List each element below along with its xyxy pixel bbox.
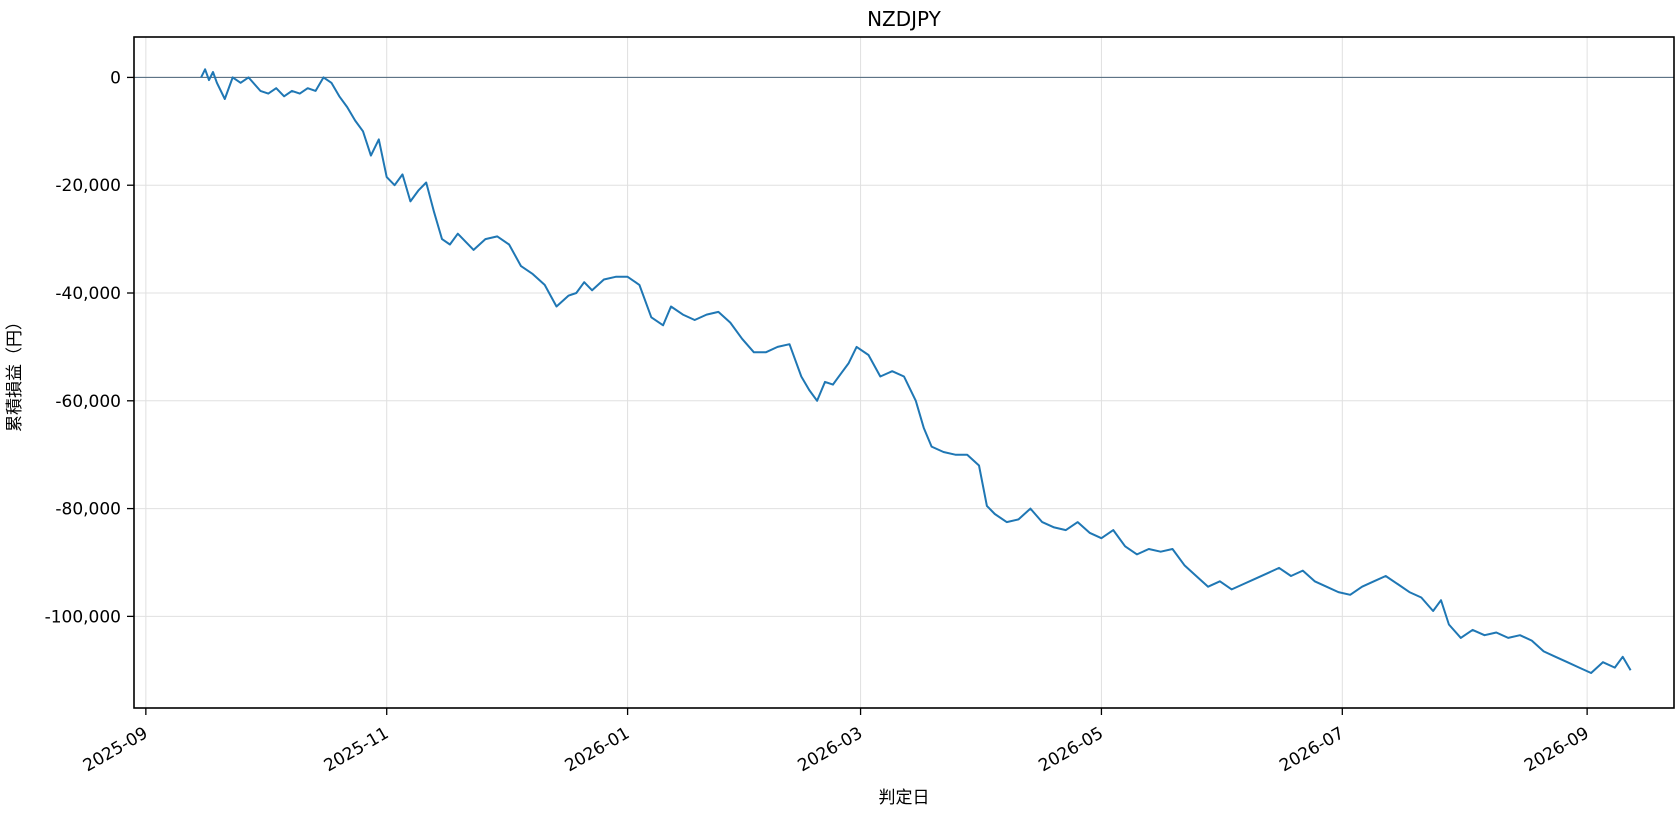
y-axis-label: 累積損益（円） xyxy=(5,313,25,432)
x-tick-label: 2026-03 xyxy=(795,723,867,776)
series-line-nzdjpy xyxy=(200,68,1632,674)
y-tick-label: -40,000 xyxy=(55,284,121,304)
chart-title: NZDJPY xyxy=(867,7,942,31)
plot-frame xyxy=(133,36,1675,709)
grid-lines xyxy=(134,37,1674,708)
x-tick-label: 2025-11 xyxy=(321,723,393,776)
y-tick-label: -60,000 xyxy=(55,392,121,412)
x-tick-label: 2025-09 xyxy=(80,723,152,776)
x-tick-label: 2026-05 xyxy=(1035,723,1107,776)
x-axis-label: 判定日 xyxy=(879,788,930,808)
x-tick-label: 2026-09 xyxy=(1521,723,1593,776)
y-tick-label: -20,000 xyxy=(55,176,121,196)
y-tick-label: -80,000 xyxy=(55,500,121,520)
y-tick-label: -100,000 xyxy=(45,607,121,627)
y-axis-ticks: 0 -20,000 -40,000 -60,000 -80,000 -100,000 xyxy=(45,68,134,627)
x-axis-ticks: 2025-09 2025-11 2026-01 2026-03 2026-05 2026-… xyxy=(80,708,1593,776)
y-tick-label: 0 xyxy=(110,68,121,88)
x-tick-label: 2026-07 xyxy=(1276,723,1348,776)
x-tick-label: 2026-01 xyxy=(562,723,634,776)
